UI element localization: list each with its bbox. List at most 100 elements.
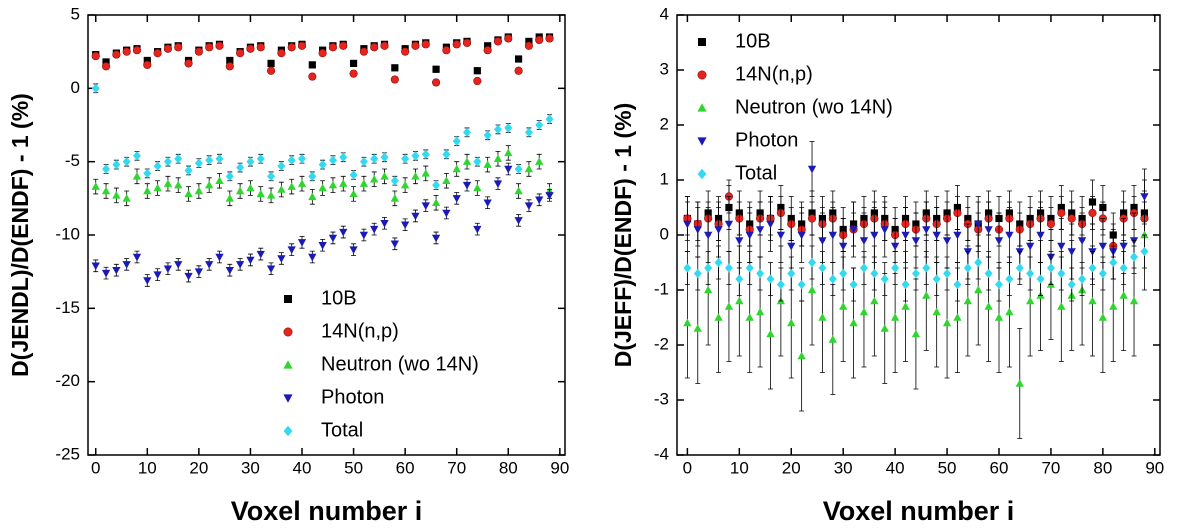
marker (205, 180, 214, 189)
marker (266, 191, 276, 199)
marker (524, 127, 533, 138)
marker (194, 268, 204, 276)
marker (452, 195, 461, 203)
marker (421, 40, 430, 49)
marker (704, 231, 713, 240)
x-tick-label: 0 (91, 458, 100, 477)
legend-label: Neutron (wo 14N) (735, 96, 893, 118)
marker (545, 114, 554, 124)
marker (535, 120, 544, 130)
marker (776, 279, 785, 290)
marker (697, 168, 707, 180)
marker (174, 43, 183, 52)
x-tick-label: 60 (396, 458, 415, 477)
marker (101, 269, 111, 278)
marker (256, 154, 265, 164)
marker (1109, 302, 1118, 310)
marker (297, 41, 307, 50)
marker (493, 154, 503, 162)
marker (101, 186, 111, 195)
y-tick-label: 2 (660, 114, 669, 133)
marker (246, 44, 255, 53)
marker (756, 268, 765, 279)
x-tick-label: 50 (938, 458, 957, 477)
marker (745, 263, 754, 273)
marker (890, 242, 900, 251)
marker (226, 56, 234, 65)
marker (870, 296, 879, 305)
marker (277, 185, 286, 193)
marker (1005, 307, 1014, 316)
marker (153, 183, 162, 192)
marker (724, 220, 734, 229)
marker (697, 70, 707, 80)
marker (766, 329, 775, 338)
y-tick-label: -3 (654, 389, 669, 408)
marker (473, 156, 482, 167)
marker (122, 156, 131, 167)
marker (328, 155, 337, 165)
marker (256, 189, 265, 198)
marker (411, 151, 420, 161)
marker (880, 226, 889, 234)
marker (1026, 296, 1035, 305)
marker (215, 176, 224, 184)
marker (828, 274, 837, 284)
marker (880, 324, 889, 332)
marker (277, 161, 286, 171)
marker (287, 43, 296, 52)
marker (891, 263, 900, 273)
marker (493, 37, 503, 46)
marker (359, 47, 368, 56)
marker (401, 221, 410, 230)
legend-label: Total (735, 162, 777, 184)
legend: 10B 14N(n,p) Neutron (wo 14N) Photon Total (697, 30, 893, 184)
marker (880, 274, 889, 284)
marker (339, 152, 348, 162)
legend-label: 10B (735, 30, 771, 52)
marker (514, 55, 523, 63)
marker (745, 231, 754, 240)
marker (974, 285, 983, 294)
marker (153, 49, 162, 58)
marker (390, 75, 399, 84)
marker (890, 313, 900, 321)
marker (818, 237, 827, 245)
y-tick-label: 0 (660, 224, 669, 243)
marker (859, 307, 869, 316)
marker (308, 253, 317, 262)
series (91, 162, 554, 287)
marker (870, 231, 879, 240)
marker (807, 285, 817, 294)
marker (411, 212, 420, 221)
marker (390, 176, 399, 186)
y-tick-label: 5 (71, 4, 80, 23)
marker (442, 149, 451, 160)
marker (994, 237, 1004, 245)
y-tick-label: 3 (660, 59, 669, 78)
marker (974, 220, 983, 229)
marker (1036, 231, 1045, 240)
marker (911, 268, 920, 279)
marker (1026, 268, 1035, 279)
series (91, 145, 554, 211)
marker (236, 49, 245, 58)
marker (205, 261, 214, 269)
marker (1057, 208, 1066, 218)
marker (349, 246, 358, 254)
marker (401, 47, 410, 56)
marker (704, 263, 713, 273)
marker (1098, 268, 1107, 279)
marker (132, 46, 142, 55)
marker (745, 313, 754, 321)
marker (494, 124, 502, 135)
marker (483, 160, 492, 168)
marker (953, 231, 962, 240)
marker (724, 302, 734, 310)
marker (246, 156, 255, 167)
marker (421, 149, 430, 160)
marker (91, 51, 100, 61)
marker (163, 156, 172, 167)
y-tick-label: 1 (660, 169, 669, 188)
marker (714, 226, 723, 234)
